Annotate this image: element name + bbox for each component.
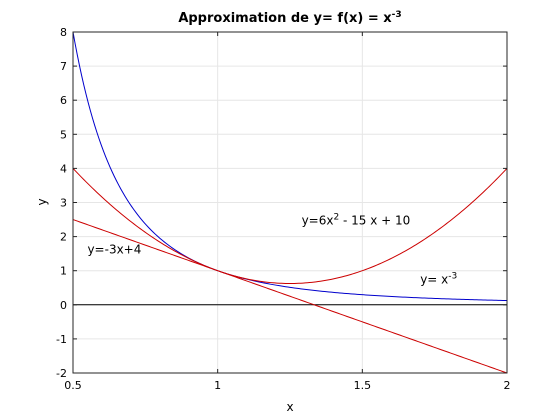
y-tick-label-2: 0	[60, 299, 67, 312]
series-layer	[72, 31, 508, 374]
x-tick-label-3: 2	[504, 379, 511, 392]
y-tick-label-6: 4	[60, 162, 67, 175]
y-tick-label-4: 2	[60, 231, 67, 244]
annotations: y=-3x+4 y=6x2 - 15 x + 10 y= x-3	[87, 213, 457, 287]
series-line-f	[72, 31, 508, 302]
x-tick-label-1: 1	[214, 379, 221, 392]
y-tick-label-7: 5	[60, 128, 67, 141]
y-tick-label-10: 8	[60, 26, 67, 39]
y-tick-label-1: -1	[56, 333, 67, 346]
grid	[72, 31, 508, 374]
y-tick-label-0: -2	[56, 367, 67, 380]
annotation-quadratic: y=6x2 - 15 x + 10	[302, 213, 411, 228]
y-tick-label-5: 3	[60, 197, 67, 210]
x-tick-label-2: 1.5	[354, 379, 372, 392]
series-line-tangent	[72, 219, 508, 374]
ticks: 0.5 1 1.5 2 -2 -1 0 1 2 3 4 5 6 7 8	[56, 26, 510, 392]
y-tick-label-3: 1	[60, 265, 67, 278]
annotation-tangent: y=-3x+4	[87, 243, 141, 257]
x-tick-label-0: 0.5	[64, 379, 82, 392]
y-tick-label-8: 6	[60, 94, 67, 107]
y-tick-label-9: 7	[60, 60, 67, 73]
y-axis-label: y	[35, 198, 49, 205]
x-axis-label: x	[286, 400, 293, 414]
annotation-f: y= x-3	[420, 272, 457, 287]
series-line-quadratic	[72, 168, 508, 284]
chart-title: Approximation de y= f(x) = x-3	[178, 10, 401, 26]
